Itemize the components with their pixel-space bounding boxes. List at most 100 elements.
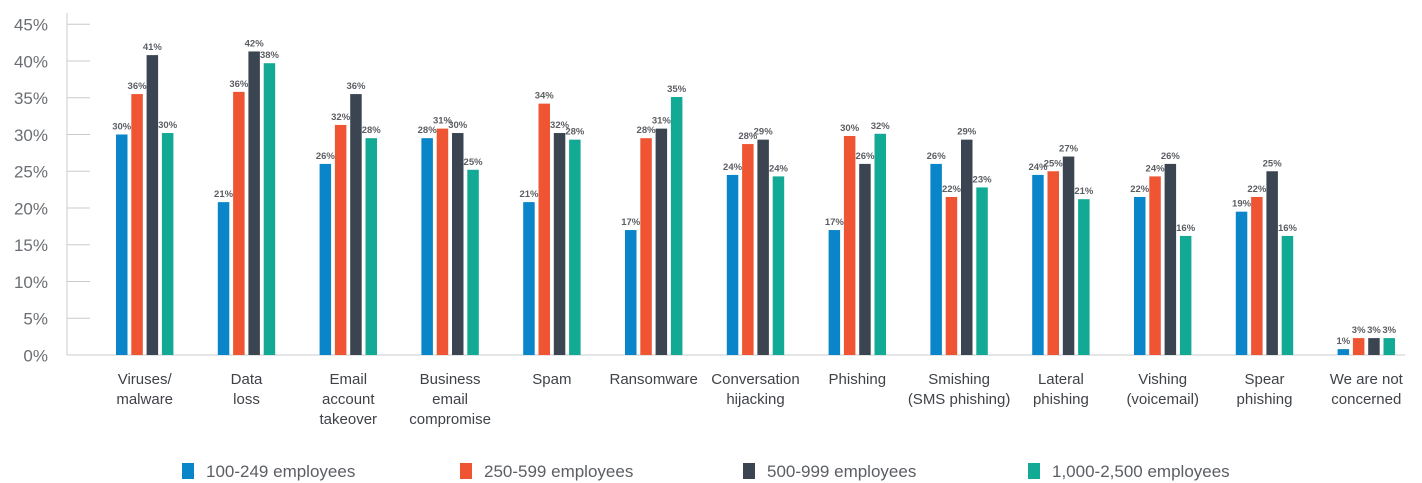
bar-group: 17% 30% 26% 32%: [825, 121, 890, 355]
x-tick-label: We are not concerned: [1330, 371, 1404, 408]
bar: [726, 174, 739, 355]
data-label: 28%: [418, 125, 438, 136]
bar-group: 28%31%30% 25%: [418, 116, 483, 355]
legend-swatch: [743, 463, 755, 479]
legend: 100-249 employees 250-599 employees 500-99…: [182, 462, 1230, 481]
bar: [655, 128, 668, 355]
legend-swatch: [1028, 463, 1040, 479]
bar: [976, 187, 988, 355]
bar: [161, 133, 174, 355]
data-label: 28%: [565, 127, 585, 138]
bar: [961, 139, 973, 355]
bar: [523, 202, 535, 355]
bar: [1078, 199, 1090, 355]
data-label: 26%: [1161, 151, 1181, 162]
bar-group: 21% 34% 32%28%: [519, 91, 585, 355]
bar: [828, 230, 841, 355]
x-tick-label: Spam: [532, 371, 571, 388]
x-tick-label: Email account takeover: [320, 371, 378, 428]
data-label: 19%: [1232, 199, 1252, 210]
data-label: 24%: [723, 162, 743, 173]
data-label: 1%: [1336, 336, 1350, 347]
data-label: 25%: [1044, 158, 1064, 169]
data-label: 17%: [621, 217, 641, 228]
bar: [625, 230, 637, 355]
bar: [467, 169, 479, 355]
data-label: 38%: [260, 50, 280, 61]
data-label: 16%: [1278, 223, 1298, 234]
y-tick-label: 25%: [14, 163, 48, 182]
data-label: 31%: [652, 116, 672, 127]
data-label: 21%: [519, 189, 539, 200]
bar-group: 24% 28%29% 24%: [723, 127, 789, 355]
bar-group: 26% 22% 29% 23%: [927, 127, 992, 355]
legend-item: 250-599 employees: [460, 462, 633, 481]
data-label: 3%: [1352, 325, 1366, 336]
y-axis: 0% 5% 10% 15% 20% 25% 30% 35% 40% 45%: [14, 13, 1405, 365]
data-label: 17%: [825, 217, 845, 228]
bar: [1149, 176, 1161, 355]
x-tick-label: Viruses/malware: [116, 371, 173, 408]
legend-label: 1,000-2,500 employees: [1052, 462, 1230, 481]
data-label: 36%: [229, 79, 249, 90]
y-tick-label: 45%: [14, 16, 48, 35]
data-label: 30%: [840, 123, 860, 134]
bar: [1235, 211, 1248, 355]
data-label: 42%: [245, 38, 265, 49]
legend-label: 100-249 employees: [206, 462, 355, 481]
bar-group: 26% 32% 36% 28%: [316, 81, 381, 355]
bar-group: 21% 36% 42%38%: [214, 38, 280, 356]
bar: [421, 138, 433, 355]
bar: [670, 97, 683, 355]
legend-item: 100-249 employees: [182, 462, 355, 481]
data-label: 3%: [1382, 325, 1396, 336]
bar: [452, 133, 464, 355]
bar: [874, 133, 886, 355]
legend-swatch: [460, 463, 472, 479]
data-label: 26%: [316, 151, 336, 162]
data-label: 28%: [637, 125, 657, 136]
data-label: 29%: [754, 127, 774, 138]
data-label: 28%: [362, 125, 382, 136]
x-tick-label: Vishing (voicemail): [1126, 371, 1199, 408]
x-tick-label: Ransomware: [610, 371, 698, 388]
bar-group: 30% 36% 41% 30%: [112, 42, 178, 356]
data-label: 30%: [448, 120, 468, 131]
data-label: 30%: [158, 120, 178, 131]
bar: [772, 176, 785, 355]
x-tick-label: Data loss: [231, 371, 263, 408]
x-tick-label: Spear phishing: [1237, 371, 1293, 408]
x-axis-labels: Viruses/malware Data loss Email account takeo…: [116, 371, 1403, 428]
x-tick-label: Conversation hijacking: [711, 371, 799, 408]
bar: [569, 139, 581, 355]
bar: [1266, 171, 1278, 355]
bar: [350, 94, 362, 355]
bar: [1337, 349, 1350, 355]
bar: [1352, 338, 1365, 355]
bar: [146, 55, 159, 356]
data-label: 26%: [927, 151, 947, 162]
bar-group: 22% 24%26% 16%: [1130, 151, 1196, 355]
bar-group: 17% 28%31% 35%: [621, 84, 687, 355]
data-label: 24%: [769, 163, 789, 174]
data-label: 34%: [535, 91, 555, 102]
data-label: 25%: [464, 157, 484, 168]
data-label: 24%: [1028, 162, 1048, 173]
data-label: 35%: [667, 84, 687, 95]
data-label: 24%: [1146, 163, 1166, 174]
legend-item: 1,000-2,500 employees: [1028, 462, 1230, 481]
legend-swatch: [182, 463, 194, 479]
legend-label: 250-599 employees: [484, 462, 633, 481]
bar: [131, 94, 143, 355]
data-label: 32%: [331, 112, 351, 123]
data-label: 23%: [973, 174, 993, 185]
legend-label: 500-999 employees: [767, 462, 916, 481]
bar: [436, 128, 449, 355]
data-label: 16%: [1176, 223, 1196, 234]
bar: [1368, 338, 1380, 355]
bar: [843, 135, 856, 355]
y-tick-label: 35%: [14, 89, 48, 108]
data-label: 21%: [214, 189, 234, 200]
x-tick-label: Business email compromise: [409, 371, 491, 428]
x-tick-label: Smishing (SMS phishing): [908, 371, 1011, 408]
